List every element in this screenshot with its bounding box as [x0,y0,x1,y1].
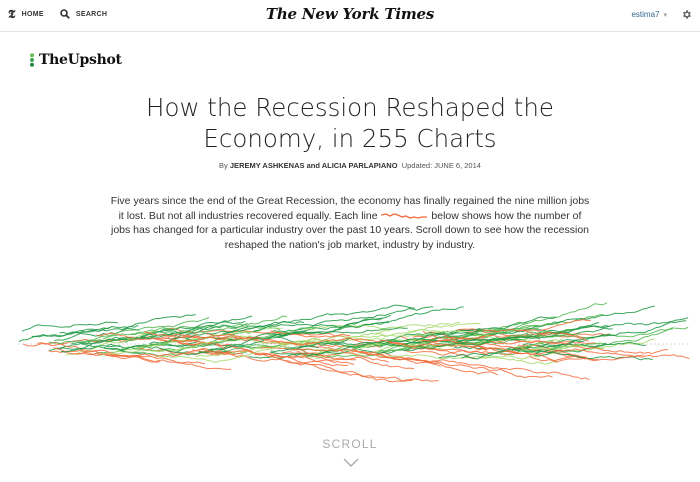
industry-line[interactable] [350,349,499,376]
industry-line[interactable] [132,326,317,352]
industry-line[interactable] [49,317,210,345]
headline-line-2: Economy, in 255 Charts [203,124,497,153]
industry-line[interactable] [60,345,121,353]
inline-sample-line [381,213,428,219]
industry-line[interactable] [252,320,389,333]
industry-line[interactable] [515,338,564,348]
industry-line[interactable] [57,320,246,350]
lede-part-2: below shows how the number of jobs has c… [110,209,589,251]
industry-line[interactable] [407,322,461,332]
chevron-down-icon: ▾ [663,11,667,19]
industry-line[interactable] [31,314,196,338]
industry-line[interactable] [421,339,462,345]
industry-line[interactable] [518,319,592,332]
industry-line[interactable] [143,331,200,339]
chart-series-group [18,302,690,383]
industry-line[interactable] [517,342,607,350]
industry-line[interactable] [512,348,653,361]
upshot-section-logo[interactable]: TheUpshot [28,52,122,68]
nyt-masthead-logo[interactable]: The New York Times [265,5,435,23]
industry-line[interactable] [492,345,605,351]
gear-icon[interactable] [681,9,692,20]
industry-line[interactable] [236,337,386,346]
industries-line-chart [18,302,690,383]
industry-line[interactable] [535,317,689,355]
industry-line[interactable] [54,324,139,341]
byline: By JEREMY ASHKENAS and ALICIA PARLAPIANO… [0,161,700,170]
industry-line[interactable] [223,304,416,334]
industry-line[interactable] [380,337,521,345]
industry-line[interactable] [404,325,609,352]
byline-authors[interactable]: JEREMY ASHKENAS and ALICIA PARLAPIANO [229,161,398,170]
industry-line[interactable] [269,348,347,356]
updated-date: Updated: JUNE 6, 2014 [401,161,481,170]
username: estima7 [631,10,660,19]
industry-line[interactable] [80,343,146,355]
industry-line[interactable] [446,322,600,339]
industry-line[interactable] [76,351,161,364]
home-button[interactable]: 𝕿 HOME [8,8,44,20]
industry-line[interactable] [23,342,64,347]
industry-line[interactable] [525,320,687,336]
industry-line[interactable] [130,315,288,335]
industry-line[interactable] [37,336,214,346]
search-button[interactable]: SEARCH [60,9,107,19]
search-label: SEARCH [75,10,108,18]
industry-line[interactable] [373,354,558,365]
industry-line[interactable] [192,349,349,367]
industry-line[interactable] [266,317,383,336]
industry-line[interactable] [199,348,244,355]
chevron-down-icon[interactable] [343,457,359,469]
industry-line[interactable] [500,326,689,356]
industry-line[interactable] [487,339,669,355]
industry-line[interactable] [65,330,158,356]
lede-part-1: Five years since the end of the Great Re… [110,195,590,222]
search-icon [60,9,70,19]
industry-line[interactable] [529,354,690,363]
upshot-dots-icon [30,53,34,67]
industry-line[interactable] [379,316,557,348]
industry-line[interactable] [98,335,251,356]
industry-line[interactable] [155,338,328,363]
nav-left: 𝕿 HOME SEARCH [8,8,107,20]
industry-line[interactable] [172,339,357,363]
industry-line[interactable] [304,341,481,358]
industry-line[interactable] [446,302,608,339]
industry-line[interactable] [48,347,209,358]
article-lede: Five years since the end of the Great Re… [108,194,592,252]
industry-line[interactable] [273,306,434,333]
industry-line[interactable] [520,343,581,352]
user-menu[interactable]: estima7 ▾ [631,10,667,19]
industry-line[interactable] [277,337,458,348]
industry-line[interactable] [21,321,118,332]
home-label: HOME [21,10,44,18]
industry-line[interactable] [153,336,214,343]
headline-line-1: How the Recession Reshaped the [146,93,554,122]
industry-line[interactable] [403,349,488,356]
industry-line[interactable] [270,345,319,353]
industry-line[interactable] [351,348,401,361]
industry-line[interactable] [165,327,351,338]
industry-line[interactable] [207,350,304,359]
industry-line[interactable] [282,351,355,366]
industry-line[interactable] [296,338,349,350]
industry-line[interactable] [304,322,481,331]
byline-prefix: By [219,161,230,170]
top-navigation-bar: 𝕿 HOME SEARCH The New York Times estima7… [0,0,700,32]
page-title: How the Recession Reshaped the Economy, … [0,92,700,154]
industry-line[interactable] [514,305,655,333]
nav-right: estima7 ▾ [631,9,692,20]
t-logo-icon: 𝕿 [8,7,16,21]
scroll-label[interactable]: SCROLL [322,437,378,451]
industry-line[interactable] [206,333,251,340]
industry-line[interactable] [296,350,341,357]
industry-line[interactable] [96,332,301,345]
industry-line[interactable] [52,347,206,364]
upshot-label: TheUpshot [39,52,122,68]
